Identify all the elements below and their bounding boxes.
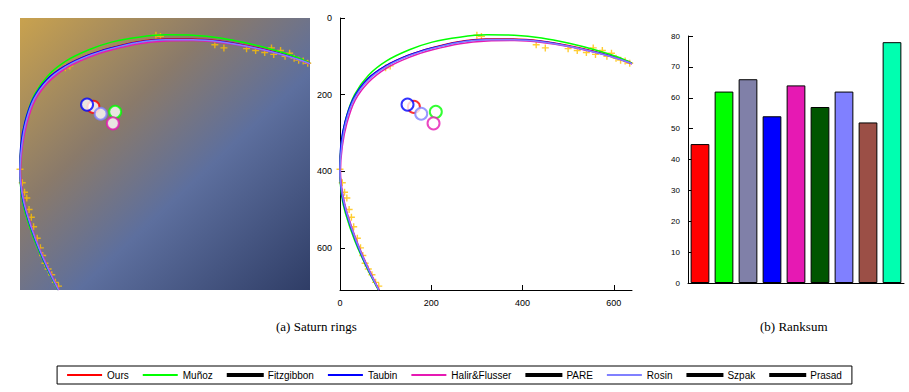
svg-text:PARE: PARE [566,370,593,381]
svg-text:80: 80 [671,32,680,41]
svg-text:600: 600 [606,298,621,308]
svg-text:200: 200 [424,298,439,308]
svg-text:Muñoz: Muñoz [183,370,213,381]
svg-text:Szpak: Szpak [727,370,756,381]
svg-text:Rosin: Rosin [647,370,673,381]
svg-text:600: 600 [317,243,332,253]
svg-text:50: 50 [671,124,680,133]
svg-text:Fitzgibbon: Fitzgibbon [268,370,314,381]
svg-text:70: 70 [671,62,680,71]
svg-text:400: 400 [515,298,530,308]
svg-text:(b) Ranksum: (b) Ranksum [760,319,828,334]
svg-text:Prasad: Prasad [810,370,842,381]
svg-text:10: 10 [671,248,680,257]
svg-text:0: 0 [676,279,681,288]
svg-text:40: 40 [671,155,680,164]
svg-text:0: 0 [337,298,342,308]
svg-text:200: 200 [317,90,332,100]
svg-text:0: 0 [327,13,332,23]
svg-text:60: 60 [671,93,680,102]
svg-text:400: 400 [317,166,332,176]
svg-text:Halir&Flusser: Halir&Flusser [451,370,512,381]
svg-text:(a) Saturn rings: (a) Saturn rings [276,319,357,334]
svg-text:30: 30 [671,186,680,195]
svg-text:Taubin: Taubin [368,370,397,381]
svg-text:20: 20 [671,217,680,226]
svg-text:Ours: Ours [107,370,129,381]
